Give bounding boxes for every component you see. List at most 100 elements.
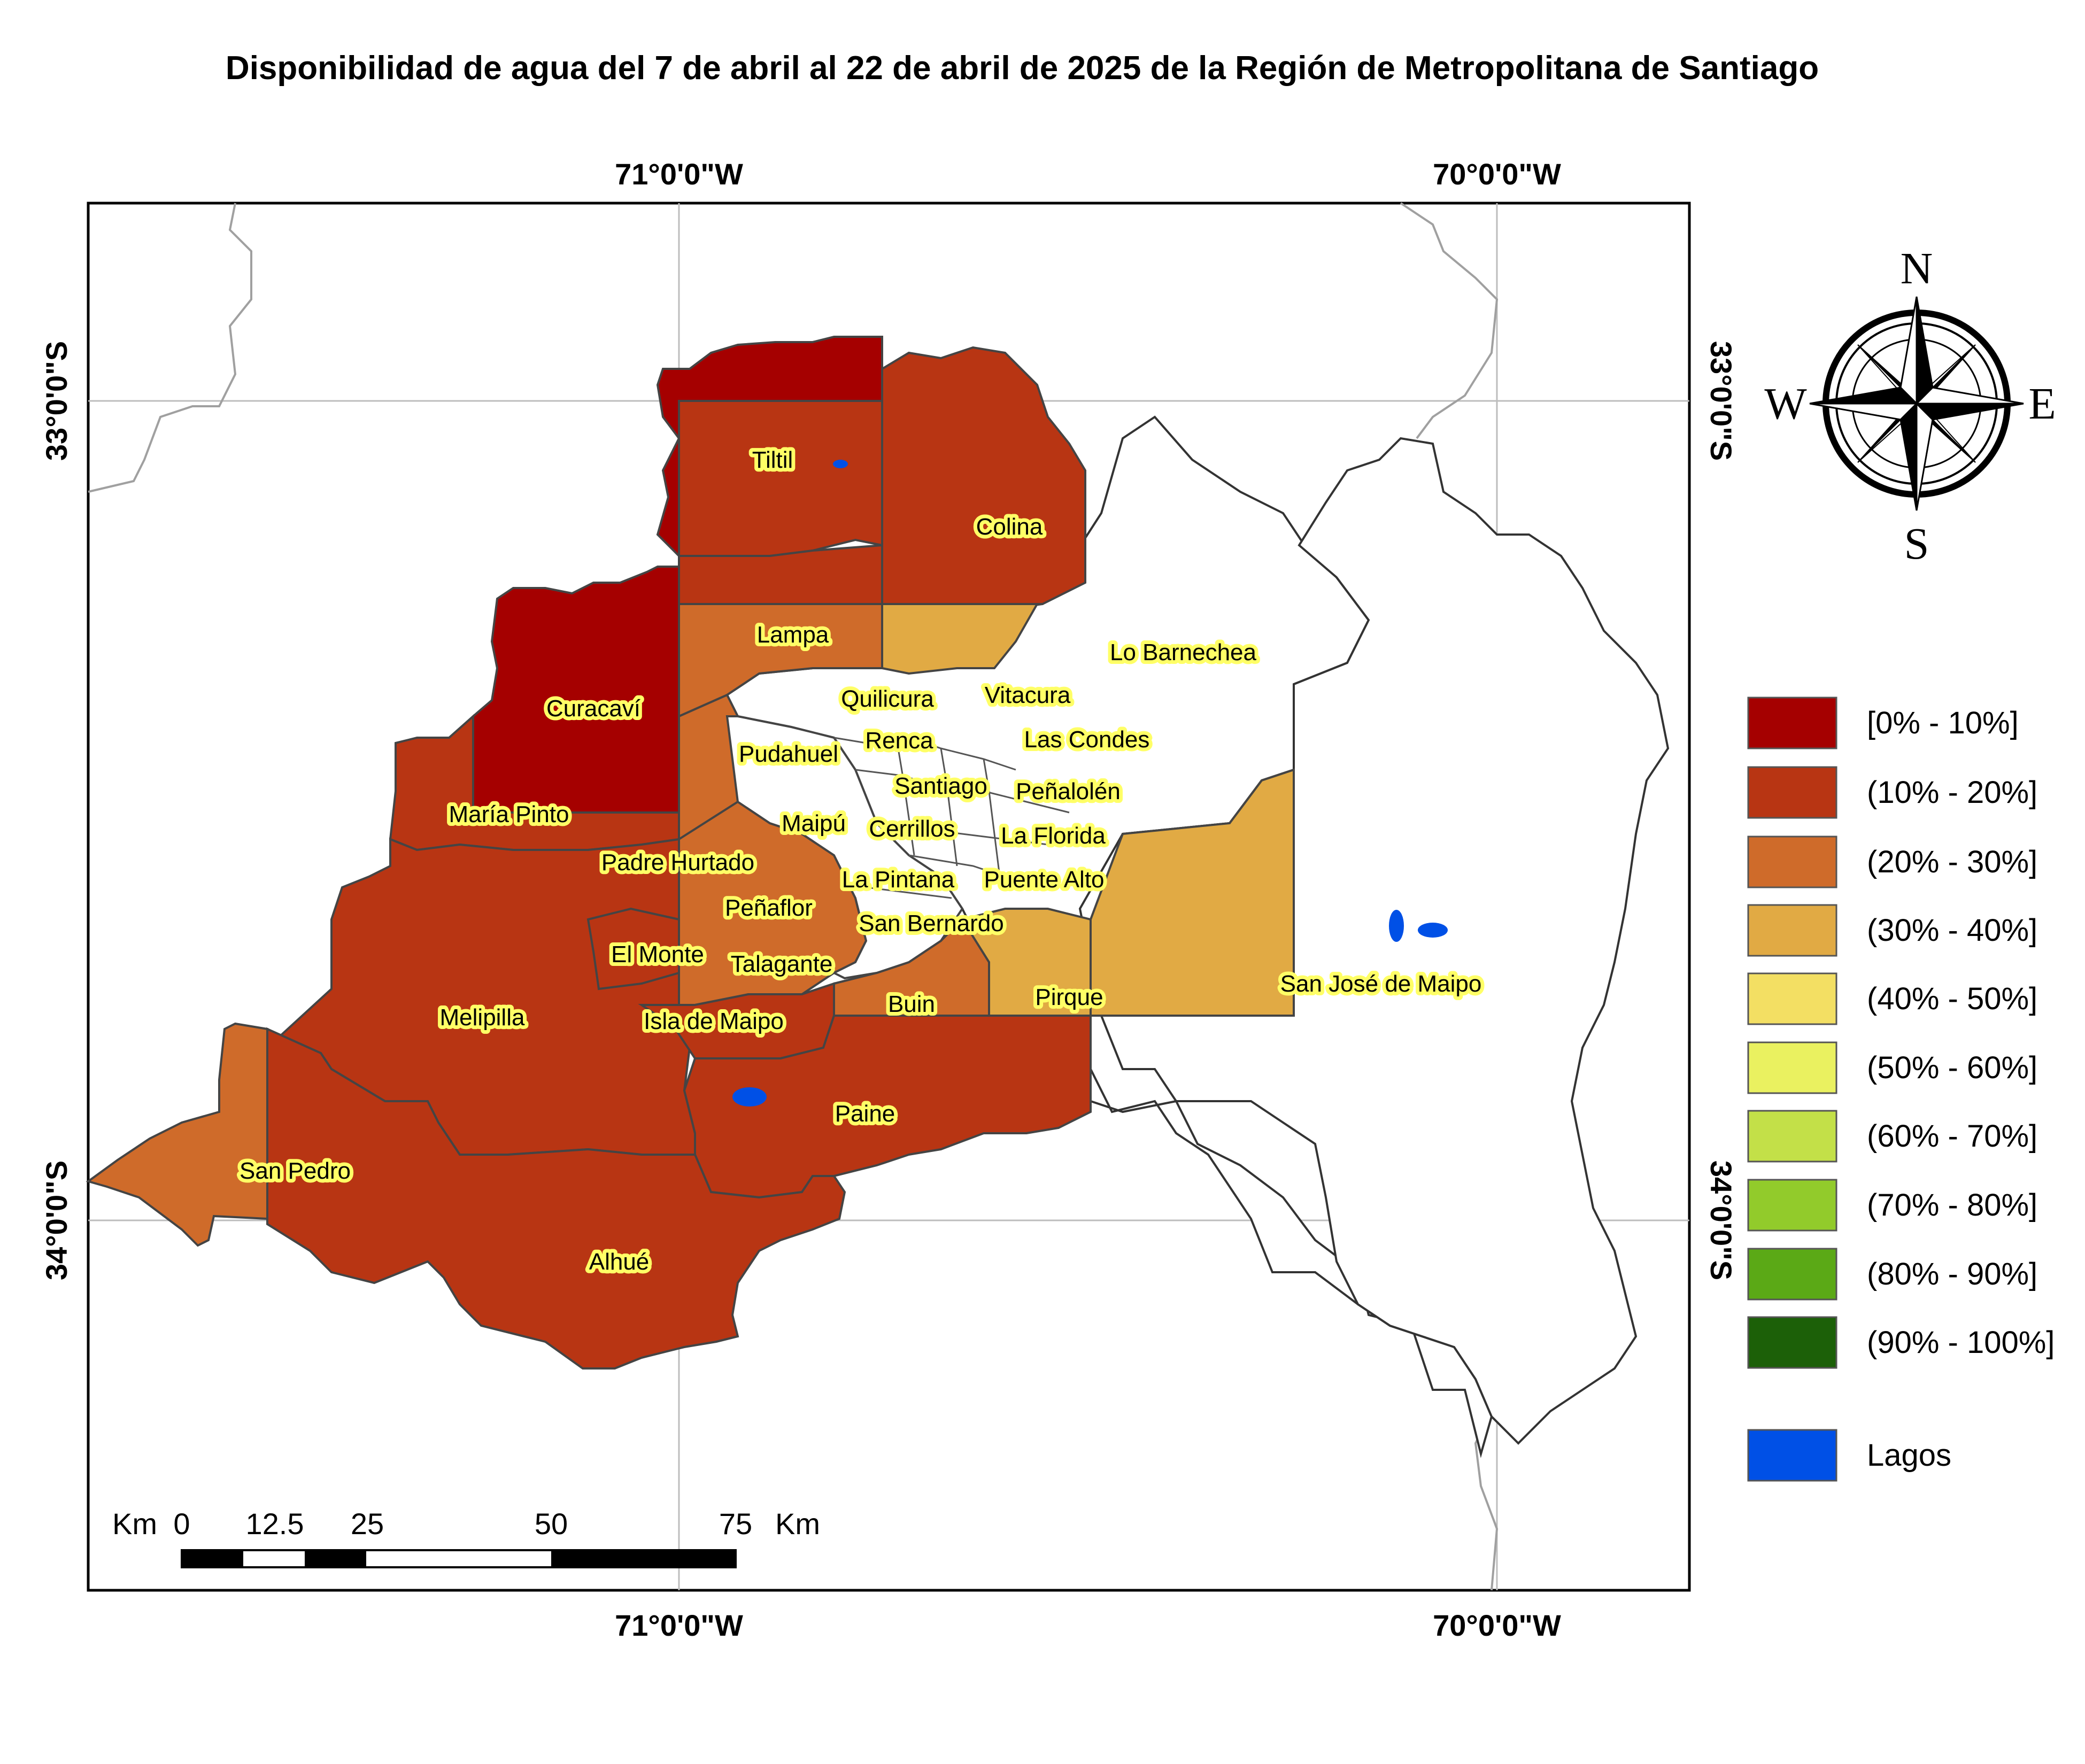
legend-item: (90% - 100%] bbox=[1747, 1316, 2055, 1369]
label-maria-pinto: María Pinto bbox=[449, 801, 569, 827]
legend-label: (50% - 60%] bbox=[1867, 1050, 2037, 1085]
lake-4 bbox=[1418, 923, 1448, 938]
legend-label: (30% - 40%] bbox=[1867, 913, 2037, 948]
label-santiago: Santiago bbox=[894, 773, 987, 799]
lake-2 bbox=[732, 1087, 767, 1107]
label-melipilla: Melipilla bbox=[440, 1004, 525, 1031]
lat-right-1: 33°0'0"S bbox=[1704, 341, 1738, 461]
label-la-pintana: La Pintana bbox=[842, 866, 955, 893]
lon-bottom-1: 71°0'0"W bbox=[615, 1608, 743, 1642]
label-isla-de-maipo: Isla de Maipo bbox=[644, 1008, 784, 1034]
lat-right-2: 34°0'0"S bbox=[1704, 1160, 1738, 1280]
legend-label-lakes: Lagos bbox=[1867, 1438, 1951, 1473]
lat-left-2: 34°0'0"S bbox=[40, 1160, 73, 1280]
legend-item: (10% - 20%] bbox=[1747, 766, 2037, 819]
commune-labels: Tiltil Colina Lampa Lo Barnechea Curacav… bbox=[236, 443, 1485, 1279]
legend-swatch bbox=[1747, 904, 1837, 957]
scale-tick-25: 25 bbox=[351, 1507, 384, 1541]
scale-tick-75: 75 bbox=[719, 1507, 752, 1541]
legend-item: (50% - 60%] bbox=[1747, 1041, 2037, 1094]
urban-area-polygon bbox=[725, 715, 964, 980]
legend-swatch bbox=[1747, 1041, 1837, 1094]
label-alhue: Alhué bbox=[589, 1249, 650, 1275]
legend-item: (70% - 80%] bbox=[1747, 1179, 2037, 1232]
lakes bbox=[732, 460, 1448, 1107]
lake-1 bbox=[833, 460, 848, 468]
lon-top-2: 70°0'0"W bbox=[1433, 157, 1561, 191]
lon-bottom-2: 70°0'0"W bbox=[1433, 1608, 1561, 1642]
label-buin: Buin bbox=[888, 991, 935, 1017]
label-quilicura: Quilicura bbox=[841, 686, 934, 712]
legend-swatch bbox=[1747, 972, 1837, 1025]
label-pudahuel: Pudahuel bbox=[739, 741, 838, 767]
legend-label: (70% - 80%] bbox=[1867, 1188, 2037, 1223]
compass-s: S bbox=[1904, 519, 1929, 569]
compass-e: E bbox=[2028, 379, 2056, 429]
legend-swatch bbox=[1747, 835, 1837, 888]
legend-label: (40% - 50%] bbox=[1867, 981, 2037, 1016]
label-san-bernardo: San Bernardo bbox=[859, 910, 1004, 937]
scale-bar: Km 0 12.5 25 50 75 Km bbox=[112, 1507, 820, 1568]
legend-item: [0% - 10%] bbox=[1747, 697, 2019, 749]
label-cerrillos: Cerrillos bbox=[869, 816, 955, 842]
legend-item: (80% - 90%] bbox=[1747, 1248, 2037, 1301]
alhue-polygon bbox=[266, 1027, 846, 1370]
compass-w: W bbox=[1764, 379, 1807, 429]
scale-tick-12-5: 12.5 bbox=[246, 1507, 304, 1541]
legend-item: (60% - 70%] bbox=[1747, 1110, 2037, 1163]
graticule-labels: 71°0'0"W 70°0'0"W 71°0'0"W 70°0'0"W 33°0… bbox=[40, 157, 1738, 1642]
legend-swatch bbox=[1747, 1316, 1837, 1369]
legend: [0% - 10%] (10% - 20%] (20% - 30%] (30% … bbox=[1747, 697, 2055, 1482]
legend-swatch bbox=[1747, 1248, 1837, 1301]
compass-n: N bbox=[1901, 244, 1933, 293]
legend-label: (20% - 30%] bbox=[1867, 845, 2037, 879]
label-lampa: Lampa bbox=[757, 622, 829, 648]
label-talagante: Talagante bbox=[731, 951, 833, 977]
legend-label: (90% - 100%] bbox=[1867, 1325, 2055, 1360]
label-lo-barnechea: Lo Barnechea bbox=[1110, 639, 1257, 666]
legend-label: (10% - 20%] bbox=[1867, 775, 2037, 810]
legend-swatch bbox=[1747, 1110, 1837, 1163]
label-paine: Paine bbox=[835, 1101, 895, 1127]
scale-tick-50: 50 bbox=[535, 1507, 568, 1541]
label-las-condes: Las Condes bbox=[1024, 726, 1150, 753]
label-la-florida: La Florida bbox=[1001, 823, 1106, 849]
label-penalolen: Peñalolén bbox=[1016, 778, 1121, 804]
scale-unit-right: Km bbox=[775, 1507, 820, 1541]
map-title: Disponibilidad de agua del 7 de abril al… bbox=[226, 50, 1819, 87]
label-padre-hurtado: Padre Hurtado bbox=[601, 849, 754, 876]
compass-rose-icon: N S W E bbox=[1764, 244, 2056, 569]
legend-label: [0% - 10%] bbox=[1867, 706, 2019, 740]
urban-commune-lines bbox=[833, 737, 1070, 899]
label-renca: Renca bbox=[865, 728, 933, 754]
label-colina: Colina bbox=[976, 514, 1043, 540]
curacavi-polygon bbox=[472, 566, 680, 814]
lat-left-1: 33°0'0"S bbox=[40, 341, 73, 461]
commune-polygons bbox=[86, 336, 1295, 1370]
scale-unit-left: Km bbox=[112, 1507, 157, 1541]
label-penaflor: Peñaflor bbox=[725, 895, 813, 921]
legend-lakes: Lagos bbox=[1747, 1429, 1951, 1482]
legend-swatch bbox=[1747, 697, 1837, 749]
label-curacavi: Curacaví bbox=[546, 695, 641, 722]
legend-item: (40% - 50%] bbox=[1747, 972, 2037, 1025]
label-vitacura: Vitacura bbox=[985, 682, 1071, 708]
legend-label: (80% - 90%] bbox=[1867, 1257, 2037, 1291]
label-pirque: Pirque bbox=[1035, 984, 1103, 1010]
lon-top-1: 71°0'0"W bbox=[615, 157, 743, 191]
legend-label: (60% - 70%] bbox=[1867, 1119, 2037, 1154]
label-san-pedro: San Pedro bbox=[240, 1158, 351, 1184]
label-maipu: Maipú bbox=[782, 810, 846, 837]
legend-item: (20% - 30%] bbox=[1747, 835, 2037, 888]
label-san-jose-de-maipo: San José de Maipo bbox=[1280, 971, 1482, 997]
label-tiltil: Tiltil bbox=[752, 447, 793, 473]
legend-swatch bbox=[1747, 766, 1837, 819]
legend-swatch-lakes bbox=[1747, 1429, 1837, 1482]
label-puente-alto: Puente Alto bbox=[984, 866, 1104, 893]
legend-swatch bbox=[1747, 1179, 1837, 1232]
scale-tick-0: 0 bbox=[173, 1507, 190, 1541]
lake-3 bbox=[1389, 910, 1404, 942]
legend-item: (30% - 40%] bbox=[1747, 904, 2037, 957]
san-jose-de-maipo-polygon bbox=[1090, 768, 1295, 1017]
label-el-monte: El Monte bbox=[611, 941, 704, 968]
